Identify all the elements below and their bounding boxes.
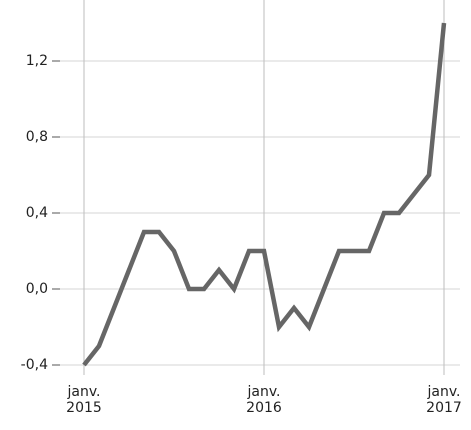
y-tick-label: 0,4 <box>26 205 48 221</box>
x-tick-label: janv. 2017 <box>426 384 462 416</box>
x-tick-label: janv. 2015 <box>66 384 102 416</box>
y-tick-label: 0,0 <box>26 281 48 297</box>
x-tick-label: janv. 2016 <box>246 384 282 416</box>
y-tick-label: -0,4 <box>21 357 48 373</box>
y-tick-label: 0,8 <box>26 129 48 145</box>
y-tick-label: 1,2 <box>26 53 48 69</box>
line-series <box>82 22 447 367</box>
